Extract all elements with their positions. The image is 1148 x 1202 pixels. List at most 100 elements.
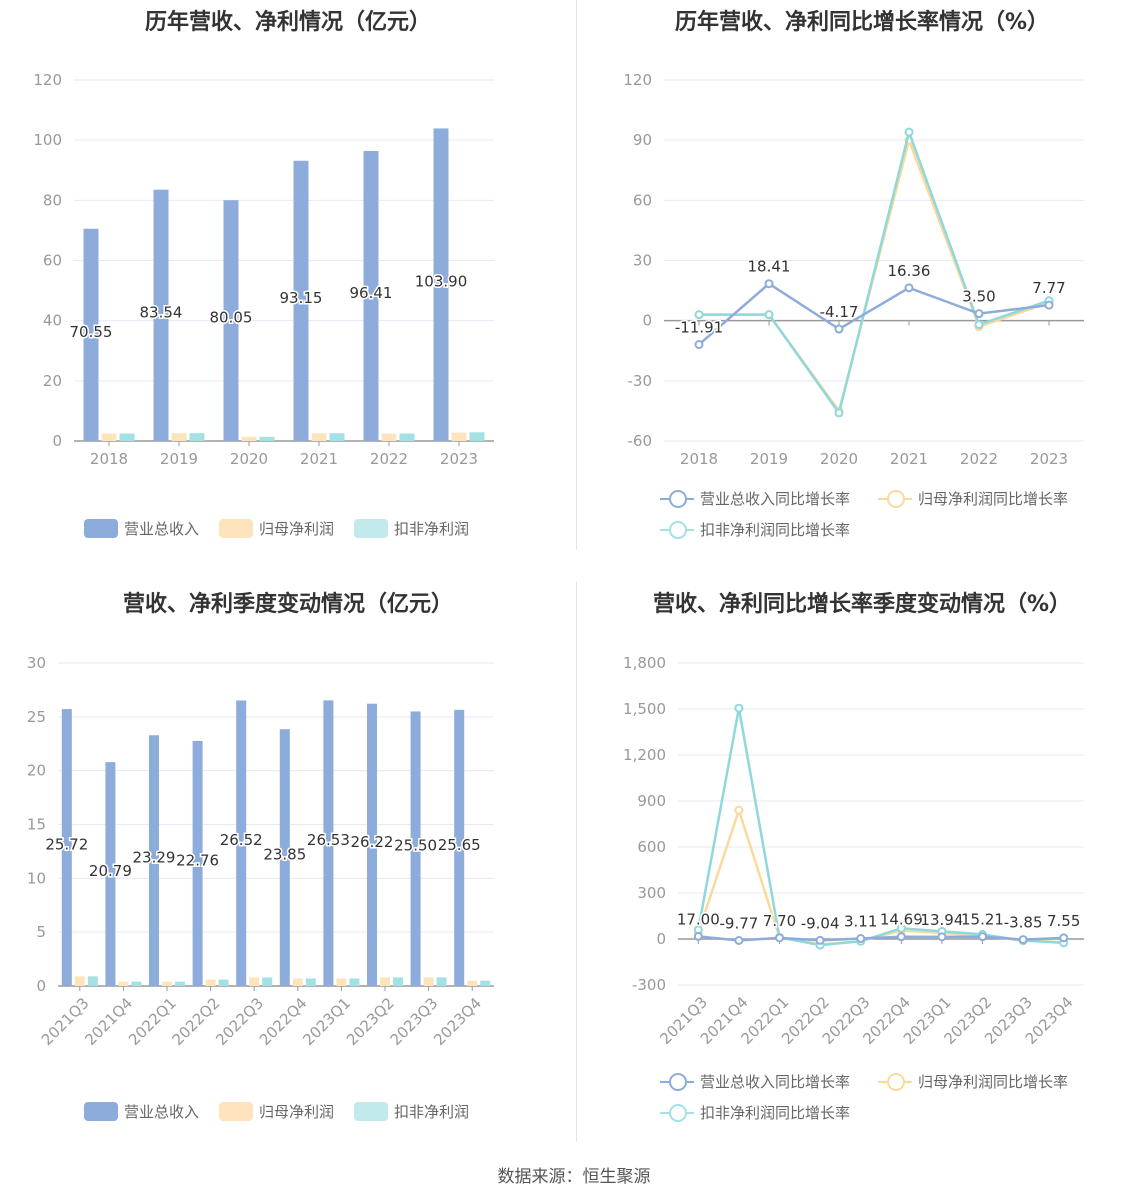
netprofit-bar	[101, 433, 117, 441]
y-tick-label: 120	[33, 71, 62, 89]
x-tick-label: 2018	[90, 450, 128, 468]
revenue-bar	[236, 700, 247, 986]
y-tick-label: 80	[43, 191, 62, 209]
y-tick-label: 1,800	[623, 654, 666, 672]
deducted-growth-point	[904, 127, 914, 137]
panel-quarterly-revenue: 营收、净利季度变动情况（亿元） 0 5 10 15 20 25 30 2021Q3 2021Q4…	[0, 582, 576, 1142]
legend-swatch	[354, 519, 388, 538]
data-label: 7.77	[1032, 279, 1065, 297]
legend: 营业总收入同比增长率 归母净利润同比增长率 扣非净利润同比增长率	[576, 1071, 1148, 1127]
y-tick-label: 5	[36, 923, 46, 941]
legend-label: 归母净利润同比增长率	[918, 1073, 1069, 1091]
revenue-bar	[454, 709, 465, 986]
legend-label: 营业总收入同比增长率	[700, 490, 851, 508]
divider	[576, 0, 577, 550]
legend-item-netprofit[interactable]: 归母净利润	[219, 518, 334, 539]
data-label: 26.22	[351, 833, 394, 851]
legend-swatch	[84, 1102, 118, 1121]
x-tick-label: 2020	[230, 450, 268, 468]
revenue-growth-point	[734, 935, 744, 945]
y-tick-label: 1,500	[623, 700, 666, 718]
legend-item-revenue[interactable]: 营业总收入	[84, 1101, 199, 1122]
legend-label: 归母净利润同比增长率	[918, 490, 1069, 508]
netprofit-bar	[380, 977, 390, 986]
y-tick-label: 30	[27, 654, 46, 672]
netprofit-bar	[292, 978, 303, 986]
x-tick-label: 2021Q4	[81, 994, 136, 1049]
data-label: 18.41	[748, 258, 791, 276]
legend-item-deducted[interactable]: 扣非净利润	[354, 1101, 469, 1122]
revenue-growth-point	[1044, 300, 1054, 310]
x-tick-label: 2022	[960, 450, 998, 468]
legend-item-revenue[interactable]: 营业总收入	[84, 518, 199, 539]
revenue-growth-point	[937, 932, 947, 942]
x-tick-label: 2023	[440, 450, 478, 468]
y-tick-label: -60	[628, 432, 653, 450]
y-tick-label: 0	[656, 930, 666, 948]
legend-swatch	[660, 520, 694, 539]
y-tick-label: 300	[637, 884, 666, 902]
legend-item-deducted-growth[interactable]: 扣非净利润同比增长率	[660, 1102, 850, 1123]
deducted-growth-point	[834, 408, 844, 418]
x-tick-label: 2021Q3	[38, 994, 93, 1049]
deducted-bar	[399, 433, 415, 441]
legend-item-netprofit[interactable]: 归母净利润	[219, 1101, 334, 1122]
legend-item-deducted-growth[interactable]: 扣非净利润同比增长率	[660, 519, 850, 540]
legend-label: 营业总收入同比增长率	[700, 1073, 851, 1091]
deducted-bar	[262, 977, 273, 986]
legend-swatch	[660, 1072, 694, 1091]
deducted-growth-point	[896, 923, 906, 933]
x-tick-label: 2021	[300, 450, 338, 468]
legend-item-deducted[interactable]: 扣非净利润	[354, 518, 469, 539]
legend-swatch	[354, 1102, 388, 1121]
legend-item-netprofit-growth[interactable]: 归母净利润同比增长率	[878, 1071, 1068, 1092]
netprofit-bar	[467, 980, 478, 986]
legend-label: 扣非净利润	[394, 1103, 470, 1121]
data-label: 14.69	[880, 911, 923, 929]
legend-label: 扣非净利润同比增长率	[700, 1104, 851, 1122]
data-label: -4.17	[820, 303, 859, 321]
x-tick-label: 2022Q3	[212, 994, 267, 1049]
revenue-bar	[153, 189, 169, 441]
data-label: 7.70	[763, 912, 796, 930]
data-label: 26.52	[220, 831, 263, 849]
data-label: 80.05	[210, 309, 253, 327]
revenue-growth-line	[698, 935, 1064, 942]
revenue-bar	[433, 128, 449, 441]
x-tick-label: 2023	[1030, 450, 1068, 468]
data-label: 25.72	[45, 836, 88, 854]
y-tick-label: 0	[642, 312, 652, 330]
netprofit-bar	[336, 978, 347, 986]
x-tick-label: 2023Q1	[299, 994, 354, 1049]
revenue-growth-point	[856, 934, 866, 944]
y-tick-label: 0	[36, 977, 46, 995]
data-label: 7.55	[1047, 912, 1080, 930]
deducted-bar	[175, 981, 185, 986]
data-label: 25.50	[394, 837, 437, 855]
legend-item-revenue-growth[interactable]: 营业总收入同比增长率	[660, 1071, 850, 1092]
revenue-bar	[192, 740, 203, 986]
chart-title: 历年营收、净利情况（亿元）	[144, 10, 431, 35]
deducted-bar	[218, 979, 229, 986]
deducted-bar	[259, 436, 275, 441]
revenue-growth-point	[1059, 933, 1069, 943]
data-label: 93.15	[280, 289, 323, 307]
deducted-growth-point	[734, 703, 744, 713]
netprofit-bar	[241, 436, 257, 441]
annual-revenue-bar-chart: 0 20 40 60 80 100 120 2018 2019 2020 2021 2022 2023 7…	[33, 71, 494, 468]
divider	[576, 582, 577, 1142]
y-tick-label: 40	[43, 312, 62, 330]
x-tick-label: 2019	[750, 450, 788, 468]
legend-swatch	[878, 1072, 912, 1091]
y-tick-label: 20	[43, 372, 62, 390]
revenue-bar	[61, 709, 72, 986]
x-tick-label: 2019	[160, 450, 198, 468]
deducted-bar	[329, 433, 345, 441]
data-label: 16.36	[888, 262, 931, 280]
deducted-growth-point	[694, 310, 704, 320]
deducted-bar	[131, 981, 142, 986]
deducted-growth-line	[699, 127, 1050, 416]
legend-item-revenue-growth[interactable]: 营业总收入同比增长率	[660, 488, 850, 509]
x-tick-label: 2022Q4	[256, 994, 311, 1049]
legend-item-netprofit-growth[interactable]: 归母净利润同比增长率	[878, 488, 1068, 509]
